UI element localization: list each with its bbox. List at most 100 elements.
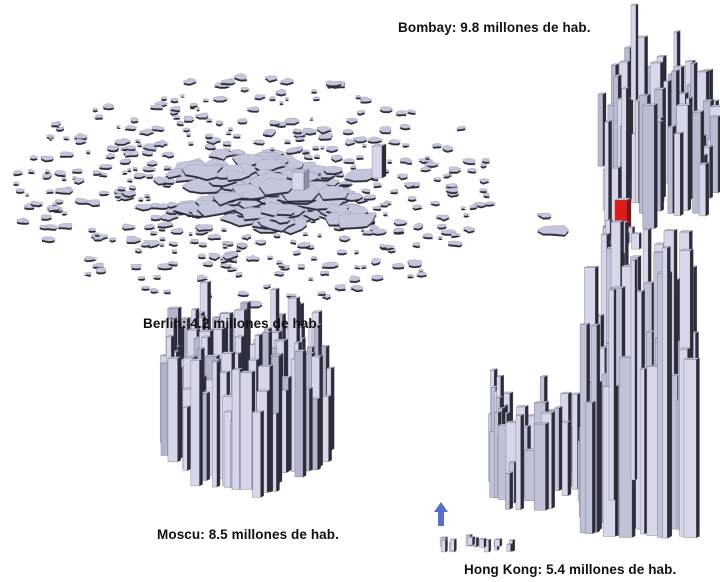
berlin-core-district bbox=[276, 208, 296, 215]
moscu-tower-top bbox=[181, 317, 191, 320]
berlin-district bbox=[399, 123, 411, 129]
berlin-district bbox=[98, 163, 114, 169]
berlin-district-edge bbox=[137, 278, 146, 281]
hongkong-tower bbox=[585, 402, 593, 534]
berlin-district bbox=[104, 152, 116, 158]
hongkong-tower-top bbox=[495, 396, 504, 398]
berlin-district bbox=[83, 272, 92, 276]
berlin-district bbox=[163, 165, 173, 169]
berlin-district bbox=[303, 154, 314, 159]
berlin-district bbox=[372, 228, 388, 235]
berlin-district bbox=[153, 142, 162, 146]
berlin-district bbox=[349, 165, 357, 169]
hongkong-tower-top bbox=[498, 407, 506, 409]
berlin-district-edge bbox=[172, 117, 181, 120]
berlin-district-edge bbox=[383, 214, 388, 217]
berlin-district bbox=[145, 159, 159, 165]
berlin-district bbox=[292, 250, 301, 255]
hongkong-tower bbox=[619, 357, 633, 538]
berlin-district bbox=[179, 94, 186, 96]
berlin-district bbox=[480, 163, 488, 167]
hongkong-tower-top bbox=[585, 401, 596, 403]
berlin-district bbox=[141, 150, 153, 155]
hongkong-tower bbox=[515, 415, 521, 510]
hongkong-tower bbox=[683, 359, 697, 538]
hongkong-tower-top bbox=[679, 230, 693, 233]
moscu-tower-top bbox=[256, 389, 271, 392]
berlin-district bbox=[142, 165, 157, 171]
berlin-district bbox=[204, 133, 213, 138]
hongkong-tower-top bbox=[662, 246, 671, 248]
berlin-district bbox=[41, 236, 56, 242]
berlin-district-edge bbox=[92, 109, 99, 113]
berlin-district bbox=[360, 264, 368, 268]
berlin-district-edge bbox=[83, 274, 92, 277]
bombay-tower-top bbox=[613, 74, 622, 77]
berlin-district bbox=[407, 273, 415, 277]
berlin-district bbox=[222, 244, 228, 247]
berlin-district bbox=[130, 116, 139, 122]
berlin-district-edge bbox=[116, 200, 122, 202]
bombay-tower-top bbox=[639, 93, 651, 96]
berlin-district bbox=[150, 230, 159, 234]
berlin-district bbox=[387, 159, 393, 163]
berlin-district-edge bbox=[309, 133, 314, 136]
berlin-district bbox=[419, 165, 433, 171]
berlin-district bbox=[407, 259, 422, 267]
berlin-district-edge bbox=[182, 129, 191, 133]
moscu-tower-top bbox=[234, 308, 248, 311]
berlin-district bbox=[143, 193, 151, 197]
berlin-district bbox=[319, 145, 326, 148]
berlin-district bbox=[462, 226, 476, 232]
moscu-tower-top bbox=[326, 366, 335, 369]
berlin-district bbox=[240, 233, 252, 239]
hongkong-low-block-top bbox=[450, 538, 457, 540]
moscu-tower-top bbox=[191, 308, 199, 310]
moscu-tower-top bbox=[294, 341, 302, 344]
hongkong-tower-top bbox=[679, 248, 694, 251]
bombay-tower-top bbox=[621, 87, 630, 89]
bombay-tower-top bbox=[654, 87, 666, 90]
berlin-district bbox=[196, 224, 214, 231]
bombay-tower-top bbox=[710, 115, 720, 117]
moscu-tower-top bbox=[258, 364, 273, 367]
hongkong-low-block-top bbox=[467, 536, 475, 538]
hongkong-tower-side bbox=[567, 420, 572, 496]
berlin-district-edge bbox=[159, 239, 166, 242]
bombay-tower-top bbox=[685, 59, 696, 62]
berlin-district-edge bbox=[145, 199, 151, 201]
berlin-district-edge bbox=[433, 179, 442, 183]
berlin-district bbox=[392, 227, 404, 233]
berlin-district bbox=[151, 125, 166, 131]
berlin-district-edge bbox=[205, 120, 213, 123]
moscu-tower-top bbox=[183, 405, 191, 408]
hongkong-tower-top bbox=[630, 255, 642, 258]
berlin-district-edge bbox=[320, 148, 326, 150]
berlin-district bbox=[245, 254, 261, 261]
berlin-district bbox=[176, 120, 185, 125]
moscu-tower-top bbox=[276, 339, 288, 342]
berlin-district bbox=[317, 132, 334, 139]
berlin-district bbox=[405, 160, 413, 164]
berlin-district-edge bbox=[407, 276, 415, 279]
hongkong-tower-top bbox=[560, 391, 572, 394]
hongkong-tower-top bbox=[561, 420, 572, 423]
bombay-tower-top bbox=[709, 104, 720, 107]
berlin-district bbox=[152, 274, 162, 279]
berlin-core-district bbox=[212, 191, 244, 205]
moscu-tower-top bbox=[232, 368, 243, 370]
hongkong-low-block-side bbox=[445, 538, 448, 553]
hongkong-low-block-side bbox=[454, 538, 457, 551]
berlin-district bbox=[12, 181, 21, 185]
berlin-district bbox=[15, 188, 26, 193]
hongkong-low-block bbox=[450, 539, 455, 551]
hongkong-low-block-side bbox=[472, 536, 475, 546]
berlin-district bbox=[123, 125, 138, 130]
hongkong-low-block-top bbox=[466, 534, 473, 536]
bombay-tallest-tower-top bbox=[630, 3, 639, 6]
hongkong-second-tower-side bbox=[613, 288, 617, 501]
berlin-district bbox=[353, 265, 361, 268]
berlin-district bbox=[371, 274, 385, 280]
hongkong-tower bbox=[662, 247, 668, 539]
